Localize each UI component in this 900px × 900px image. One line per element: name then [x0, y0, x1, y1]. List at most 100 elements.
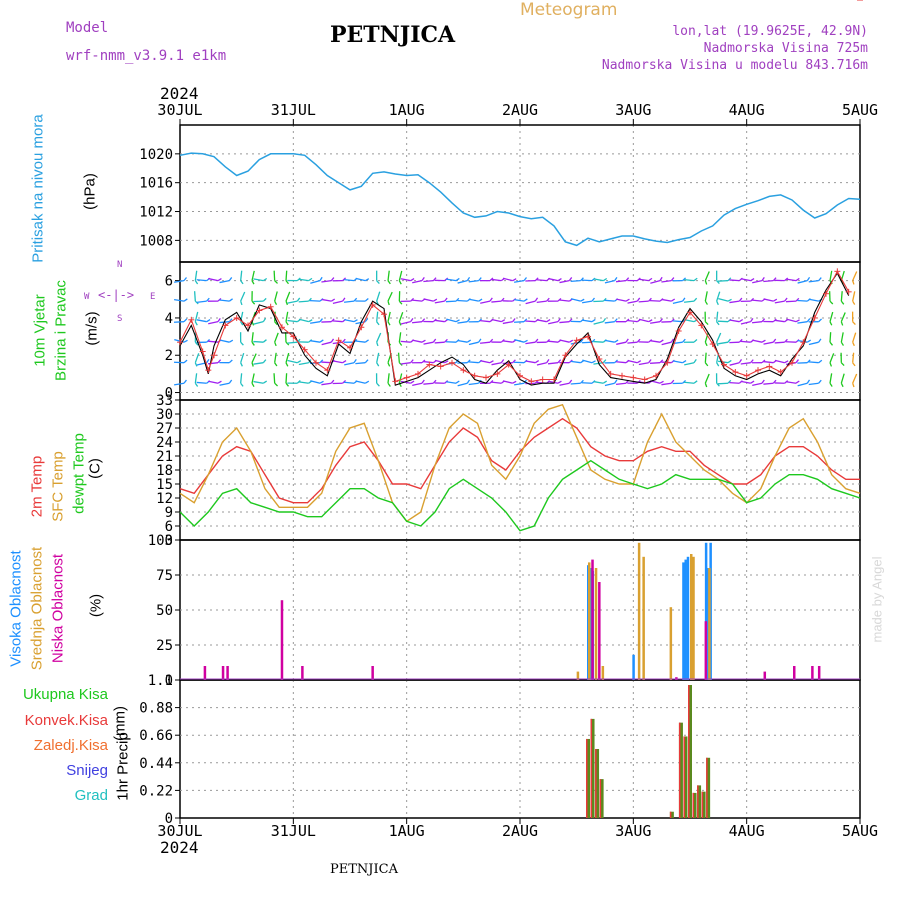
- wind-barb: [852, 373, 858, 384]
- wind-barb: [309, 300, 321, 302]
- wind-barb-head: [625, 338, 629, 343]
- wind-barb: [627, 300, 638, 304]
- wind-barb-head: [319, 380, 324, 384]
- wind-barb-head: [716, 321, 720, 326]
- wind-barb: [423, 298, 434, 302]
- wind-barb-head: [557, 318, 561, 323]
- wind-barb-head: [421, 379, 425, 384]
- wind-barb-head: [738, 358, 743, 364]
- wind-barb-head: [364, 298, 369, 302]
- wind-barb: [638, 318, 649, 323]
- y-tick-label: 9: [165, 505, 173, 521]
- wind-barb-head: [840, 341, 844, 346]
- wind-barb: [716, 332, 722, 343]
- cloud-bar: [301, 666, 304, 680]
- wind-barb: [514, 280, 525, 283]
- wind-barb-head: [546, 359, 550, 364]
- wind-barb: [627, 341, 638, 344]
- wind-barb-head: [444, 360, 449, 364]
- wind-barb-head: [183, 359, 188, 364]
- wind-barb-head: [557, 359, 562, 364]
- wind-barb-head: [795, 359, 799, 364]
- wind-barb-head: [716, 341, 719, 347]
- wind-barb-head: [330, 277, 335, 282]
- wind-barb-head: [206, 297, 210, 302]
- wind-barb: [491, 381, 502, 384]
- wind-barb: [457, 321, 468, 324]
- wind-barb: [593, 278, 604, 282]
- y-tick-label: 6: [165, 519, 173, 535]
- wind-barb-head: [285, 382, 290, 387]
- wind-barb-head: [591, 318, 596, 323]
- wind-barb-head: [285, 362, 289, 367]
- wind-barb-head: [421, 318, 426, 323]
- wind-barb-head: [251, 280, 255, 285]
- wind-barb-head: [398, 280, 402, 285]
- wind-barb: [729, 279, 740, 282]
- legend-snijeg: Snijeg: [66, 762, 108, 779]
- wind-barb: [400, 380, 411, 384]
- wind-barb-head: [840, 362, 845, 367]
- wind-barb: [502, 321, 513, 325]
- temp-series-line: [179, 417, 860, 504]
- wind-barb: [763, 360, 774, 364]
- cloud-bar: [692, 556, 695, 680]
- cloud-bar: [709, 542, 712, 680]
- wind-barb-head: [591, 297, 595, 302]
- wind-barb-head: [353, 359, 357, 364]
- y-tick-label: 0.22: [139, 783, 173, 799]
- wind-barb: [287, 359, 298, 364]
- cloud-bar: [642, 556, 645, 680]
- wind-barb-head: [365, 278, 370, 282]
- wind-barb-head: [376, 382, 380, 387]
- wind-barb-head: [818, 359, 823, 364]
- wind-barb-head: [353, 319, 358, 323]
- cloud-bar: [601, 666, 605, 680]
- elevation-label: Nadmorska Visina 725m: [703, 41, 868, 56]
- precip-bar: [688, 685, 692, 818]
- wind-barb: [285, 270, 288, 281]
- wind-barb-head: [194, 382, 199, 387]
- wind-barb-head: [568, 379, 573, 384]
- wind-barb: [716, 311, 719, 322]
- wind-barb-head: [274, 280, 278, 284]
- wind-barb-head: [410, 359, 414, 364]
- wind-barb: [684, 362, 695, 366]
- wind-barb: [548, 277, 559, 282]
- wind-barb-head: [342, 297, 346, 302]
- wind-barb-head: [376, 280, 380, 285]
- wind-barb-head: [614, 318, 618, 323]
- wind-barb: [355, 380, 366, 384]
- wind-barb-head: [693, 297, 698, 302]
- wind-barb-head: [648, 277, 653, 282]
- wind-barb-head: [512, 278, 517, 282]
- wind-barb-head: [194, 280, 199, 285]
- wind-barb: [763, 298, 774, 302]
- wind-barb-head: [806, 339, 812, 343]
- wind-barb-head: [523, 318, 528, 323]
- wind-barb-head: [727, 298, 732, 302]
- precip-convek-bar: [701, 791, 704, 818]
- wind-barb-head: [285, 341, 290, 346]
- wind-barb: [683, 278, 695, 282]
- wind-barb-head: [489, 297, 493, 302]
- time-tick-label-top: 3AUG: [615, 101, 651, 119]
- wind-barb: [763, 341, 774, 345]
- wind-gust-line: [179, 270, 850, 383]
- wind-barb-head: [274, 341, 277, 347]
- wind-barb: [548, 321, 559, 325]
- wind-barb-head: [670, 298, 676, 302]
- y-tick-label: 15: [156, 477, 173, 493]
- wind-barb: [570, 382, 581, 385]
- cloud-bar: [594, 568, 598, 680]
- wind-barb: [729, 362, 740, 366]
- wind-barb: [219, 339, 230, 343]
- wind-barb-head: [761, 379, 765, 384]
- wind-barb-head: [829, 321, 833, 326]
- wind-barb: [616, 341, 627, 345]
- wind-barb: [672, 320, 683, 323]
- wind-barb-head: [410, 380, 415, 384]
- wind-barb-head: [297, 360, 302, 364]
- wind-barb: [446, 381, 457, 384]
- wind-barb: [253, 278, 264, 282]
